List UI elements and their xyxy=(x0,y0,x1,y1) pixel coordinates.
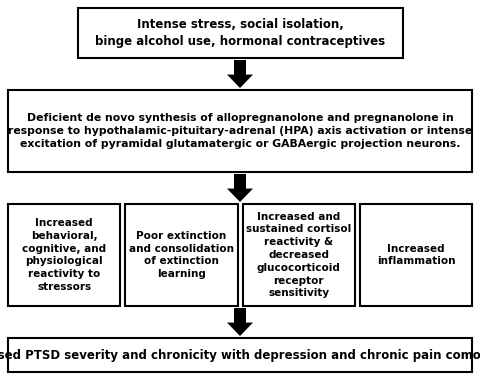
Text: Increased
behavioral,
cognitive, and
physiological
reactivity to
stressors: Increased behavioral, cognitive, and phy… xyxy=(22,218,106,292)
Polygon shape xyxy=(234,174,246,189)
Bar xyxy=(242,204,355,306)
Text: Increased
inflammation: Increased inflammation xyxy=(377,244,455,267)
Polygon shape xyxy=(234,60,246,74)
Bar xyxy=(8,338,472,372)
Polygon shape xyxy=(227,322,253,336)
Bar xyxy=(125,204,238,306)
Polygon shape xyxy=(234,308,246,322)
Text: Increased PTSD severity and chronicity with depression and chronic pain comorbid: Increased PTSD severity and chronicity w… xyxy=(0,348,480,362)
Text: Deficient de novo synthesis of allopregnanolone and pregnanolone in
response to : Deficient de novo synthesis of allopregn… xyxy=(8,113,472,149)
Polygon shape xyxy=(227,189,253,202)
Bar xyxy=(8,90,472,172)
Polygon shape xyxy=(227,74,253,88)
Bar xyxy=(360,204,472,306)
Bar xyxy=(78,8,403,58)
Bar xyxy=(8,204,120,306)
Text: Increased and
sustained cortisol
reactivity &
decreased
glucocorticoid
receptor
: Increased and sustained cortisol reactiv… xyxy=(246,211,351,298)
Text: Poor extinction
and consolidation
of extinction
learning: Poor extinction and consolidation of ext… xyxy=(129,231,234,279)
Text: Intense stress, social isolation,
binge alcohol use, hormonal contraceptives: Intense stress, social isolation, binge … xyxy=(96,18,385,48)
